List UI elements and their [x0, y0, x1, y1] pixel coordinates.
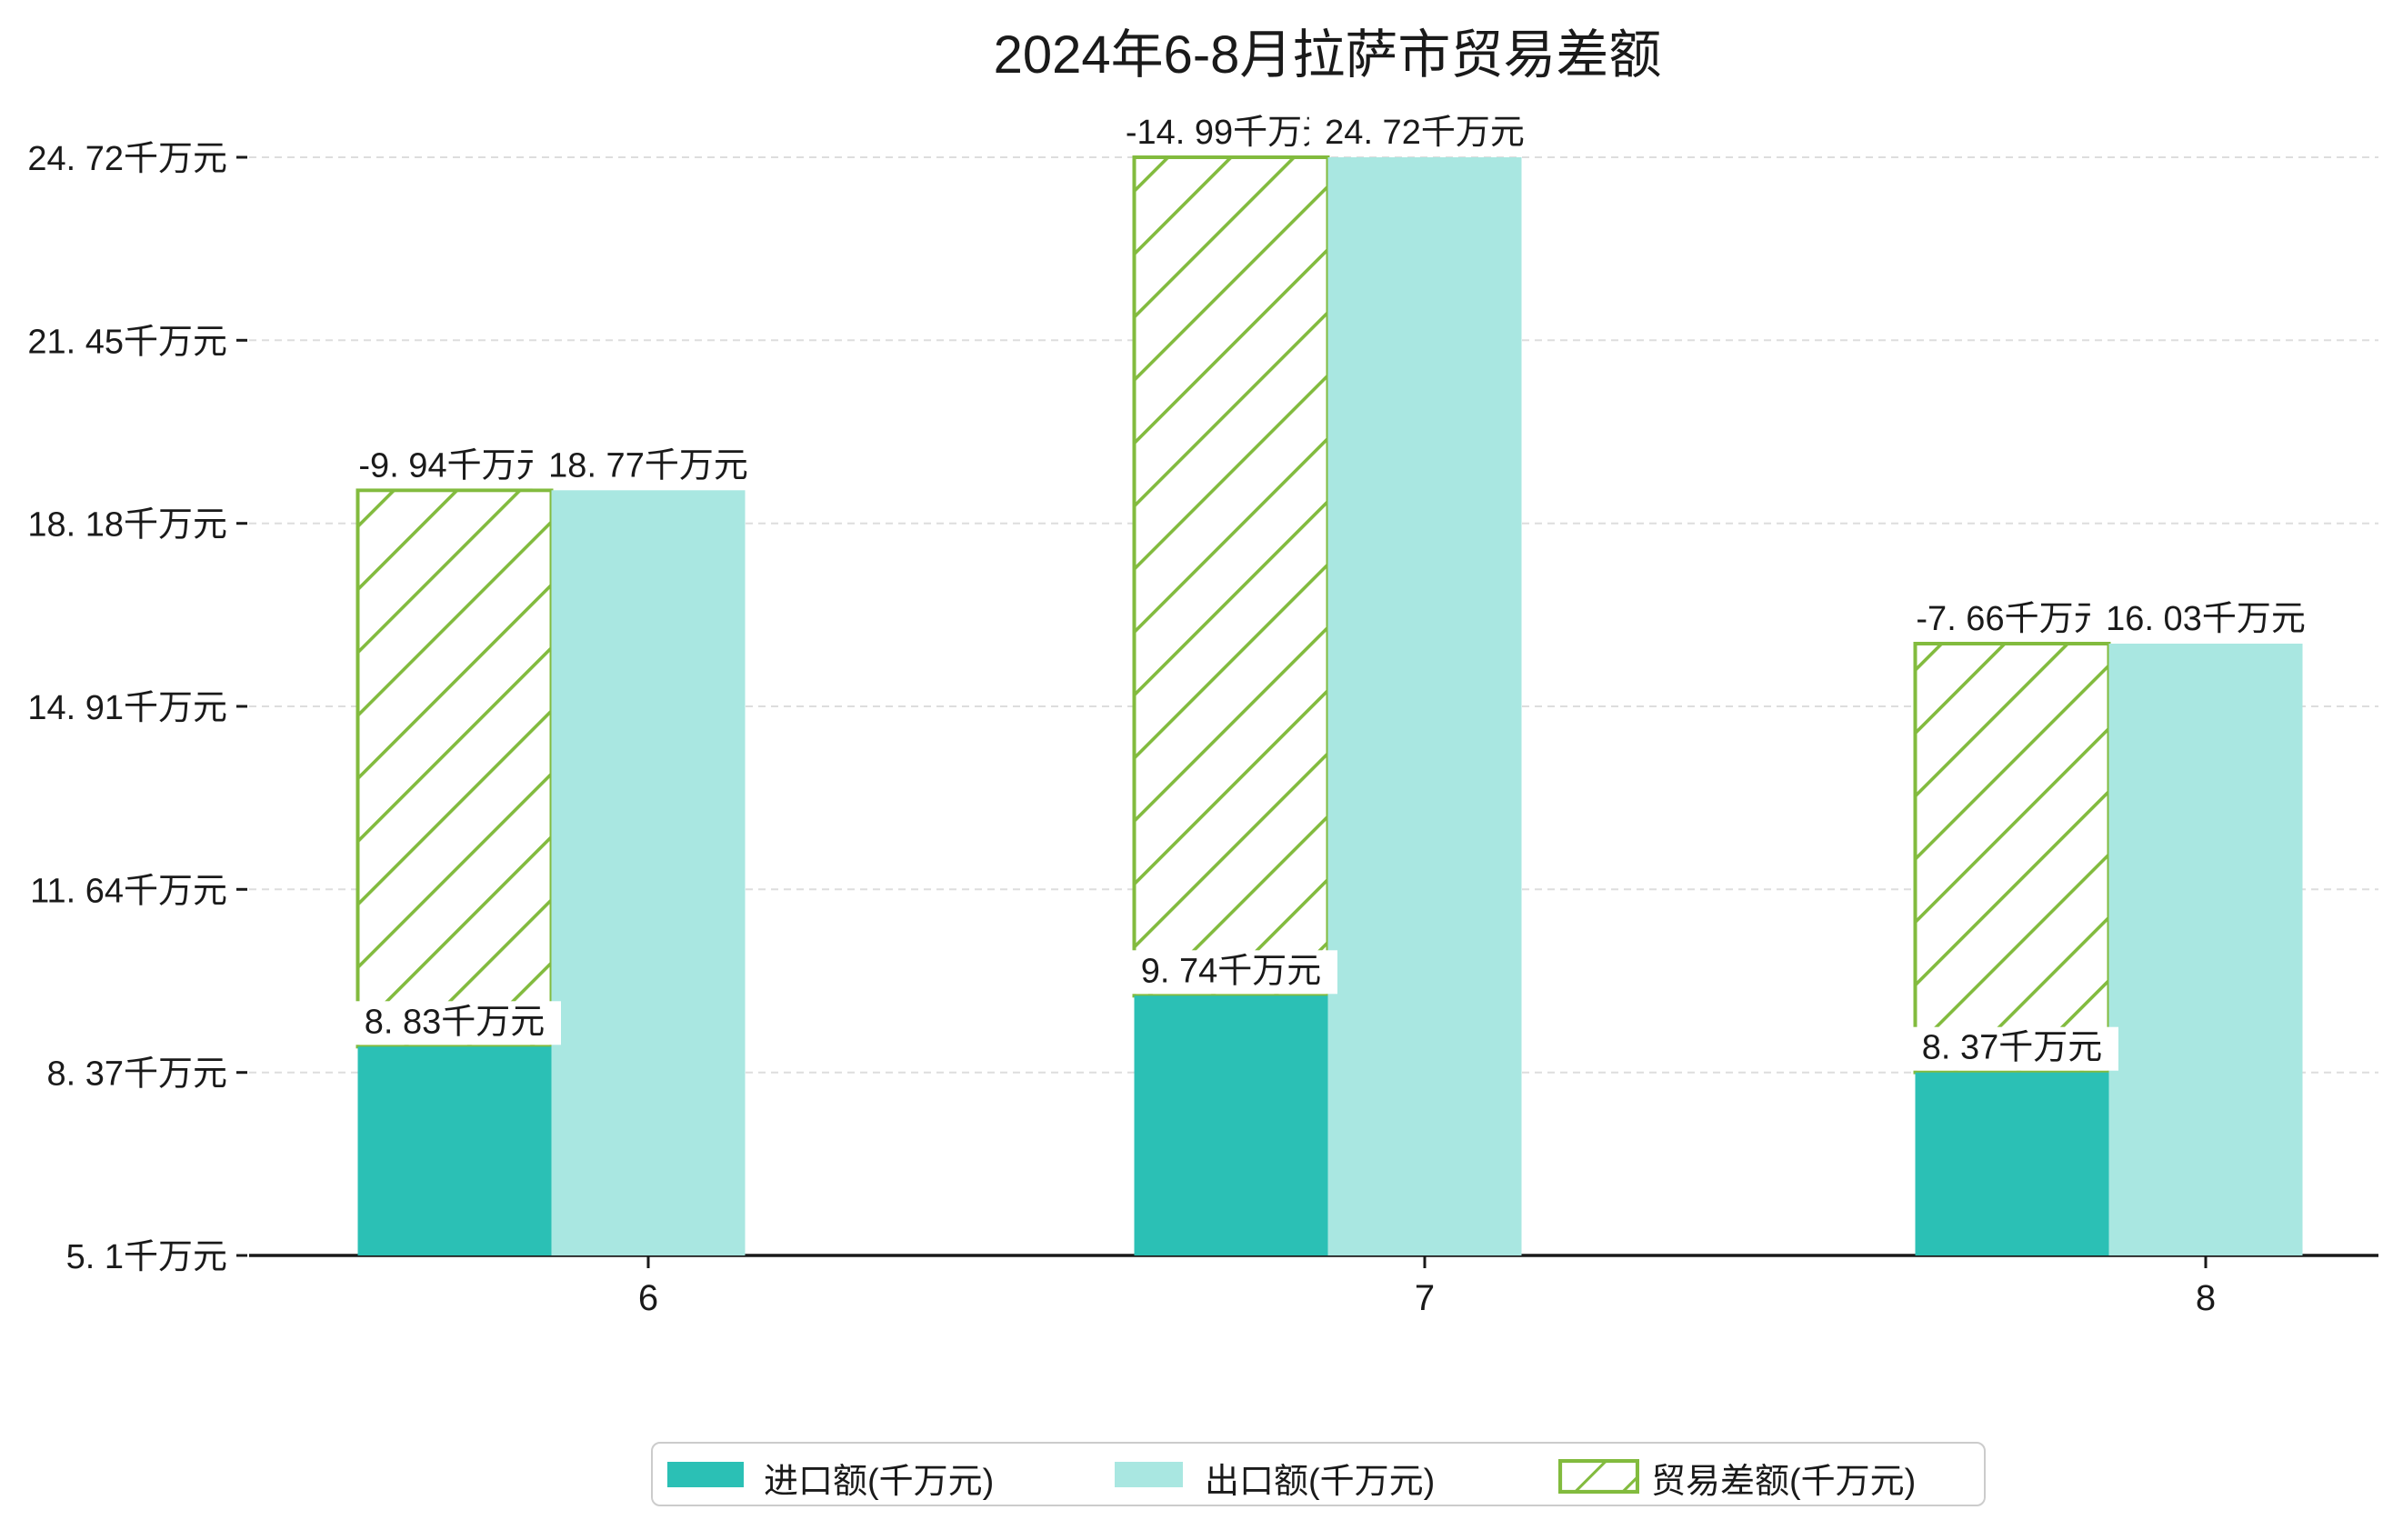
svg-text:16. 03千万元: 16. 03千万元	[2106, 600, 2306, 638]
svg-text:7: 7	[1415, 1278, 1435, 1318]
svg-text:-7. 66千万元: -7. 66千万元	[1916, 600, 2108, 638]
svg-text:8. 37千万元: 8. 37千万元	[46, 1055, 227, 1094]
svg-text:24. 72千万元: 24. 72千万元	[27, 140, 227, 178]
svg-text:14. 91千万元: 14. 91千万元	[27, 689, 227, 727]
svg-text:11. 64千万元: 11. 64千万元	[30, 872, 227, 910]
svg-text:-9. 94千万元: -9. 94千万元	[358, 446, 550, 485]
svg-text:24. 72千万元: 24. 72千万元	[1325, 114, 1525, 152]
svg-text:-14. 99千万元: -14. 99千万元	[1126, 114, 1337, 152]
svg-text:2024年6-8月拉萨市贸易差额: 2024年6-8月拉萨市贸易差额	[994, 25, 1662, 85]
svg-text:8: 8	[2196, 1278, 2216, 1318]
svg-text:18. 18千万元: 18. 18千万元	[27, 506, 227, 545]
svg-text:5. 1千万元: 5. 1千万元	[66, 1238, 227, 1276]
svg-text:8. 83千万元: 8. 83千万元	[365, 1003, 546, 1041]
svg-text:21. 45千万元: 21. 45千万元	[27, 323, 227, 361]
svg-text:6: 6	[638, 1278, 658, 1318]
svg-text:18. 77千万元: 18. 77千万元	[548, 446, 748, 485]
svg-text:9. 74千万元: 9. 74千万元	[1141, 952, 1322, 990]
svg-text:8. 37千万元: 8. 37千万元	[1922, 1029, 2103, 1067]
